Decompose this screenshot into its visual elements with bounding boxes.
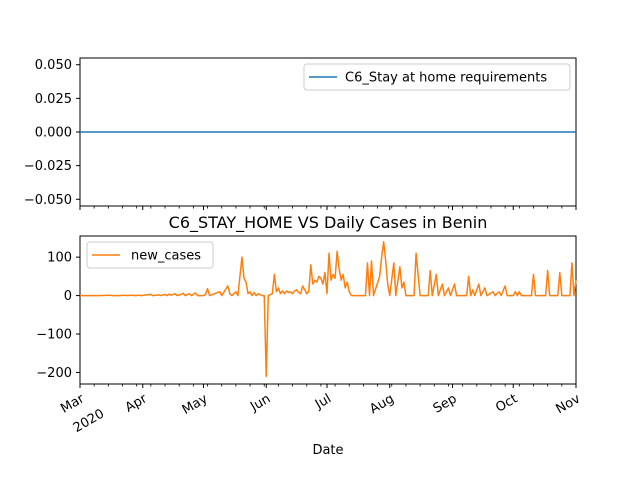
top-legend: C6_Stay at home requirements (303, 63, 571, 91)
top-legend-label: C6_Stay at home requirements (345, 71, 547, 86)
bottom-series (80, 241, 577, 378)
bottom-axes-frame (79, 235, 577, 385)
bottom-x-tick-label: Nov (554, 391, 584, 417)
chart-title: C6_STAY_HOME VS Daily Cases in Benin (169, 213, 488, 233)
top-y-tick-label: 0.025 (35, 92, 72, 107)
bottom-x-tick-label: Aug (367, 391, 396, 417)
top-axes: 0.050 0.025 0.000 −0.025 −0.050 C6_Stay at h… (24, 57, 577, 210)
top-legend-box (303, 63, 571, 91)
top-y-ticks: 0.050 0.025 0.000 −0.025 −0.050 (24, 58, 80, 208)
top-x-minor-ticks (79, 206, 577, 210)
top-y-tick-label: 0.000 (35, 126, 72, 141)
bottom-legend-label: new_cases (131, 249, 201, 264)
bottom-x-tick-label: Apr (123, 391, 151, 416)
new-cases-line (80, 241, 577, 378)
bottom-x-tick-label: Sep (431, 391, 460, 416)
bottom-y-tick-label: 0 (64, 289, 72, 304)
top-y-tick-label: −0.050 (24, 193, 72, 208)
bottom-y-tick-label: −200 (36, 366, 72, 381)
x-axis-label: Date (312, 443, 343, 458)
bottom-y-tick-label: 100 (47, 251, 72, 266)
bottom-x-tick-label: Jul (312, 391, 334, 412)
bottom-axes: C6_STAY_HOME VS Daily Cases in Benin 100… (36, 213, 583, 458)
bottom-y-tick-label: −100 (36, 328, 72, 343)
top-y-tick-label: 0.050 (35, 58, 72, 73)
bottom-legend-box (86, 241, 214, 269)
bottom-x-tick-label: Mar (58, 391, 87, 417)
bottom-x-tick-label: May (180, 391, 211, 418)
bottom-x-tick-label: Oct (493, 391, 520, 415)
bottom-x-year-label: 2020 (71, 406, 107, 436)
top-y-tick-label: −0.025 (24, 159, 72, 174)
bottom-x-tick-label: Jun (247, 391, 273, 415)
bottom-legend: new_cases (86, 241, 214, 269)
bottom-y-ticks: 100 0 −100 −200 (36, 251, 80, 381)
